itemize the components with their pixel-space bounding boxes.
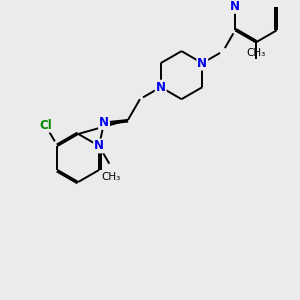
- Text: N: N: [230, 0, 240, 13]
- Text: N: N: [94, 140, 104, 152]
- Text: Cl: Cl: [39, 119, 52, 132]
- Text: CH₃: CH₃: [101, 172, 121, 182]
- Text: CH₃: CH₃: [246, 48, 266, 58]
- Text: N: N: [197, 57, 207, 70]
- Text: N: N: [99, 116, 109, 129]
- Text: N: N: [156, 81, 166, 94]
